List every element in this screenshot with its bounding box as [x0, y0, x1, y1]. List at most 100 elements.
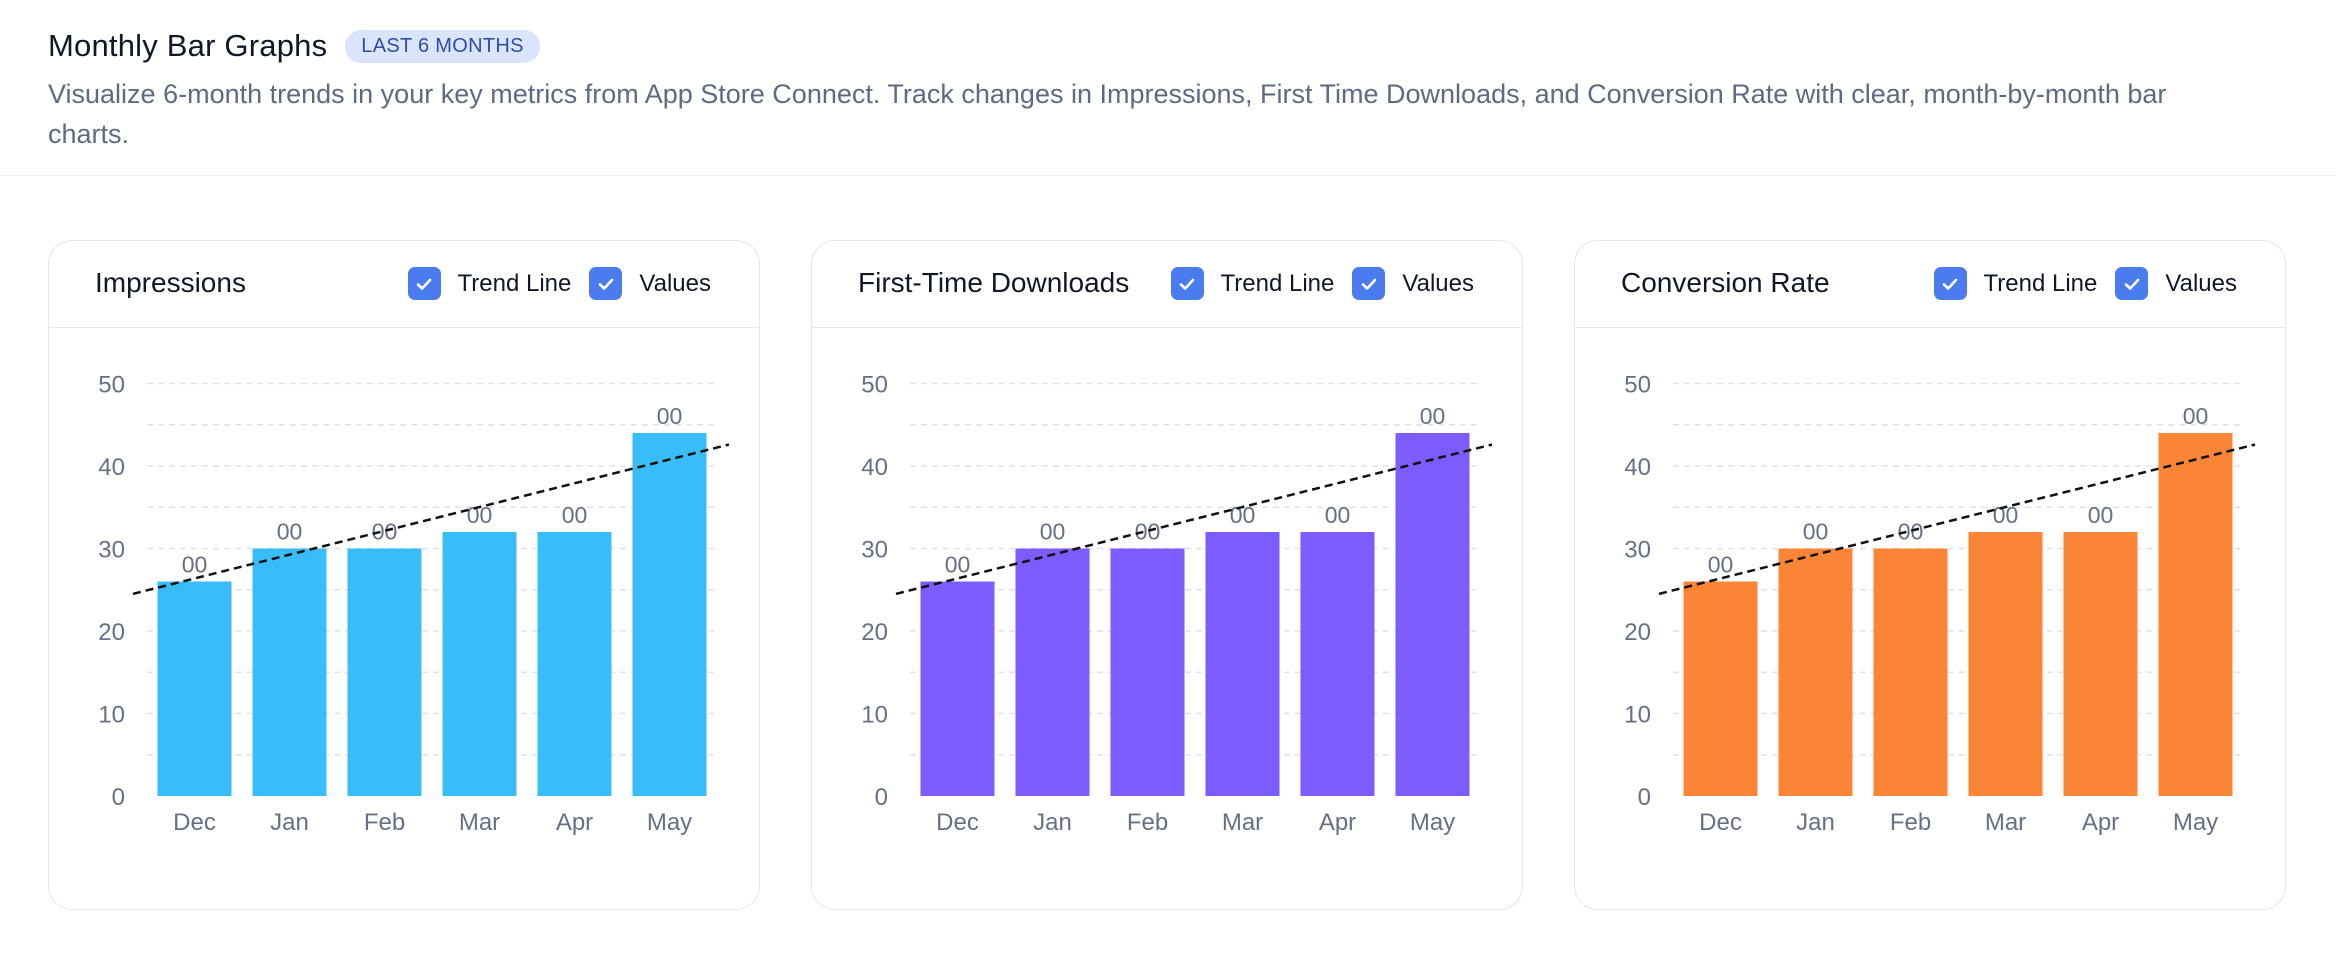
values-checkbox[interactable]: [589, 267, 623, 300]
y-tick-label: 10: [861, 702, 888, 729]
values-label: Values: [639, 269, 711, 297]
page-header: Monthly Bar Graphs LAST 6 MONTHS Visuali…: [0, 0, 2336, 176]
x-tick-label: Feb: [364, 809, 405, 836]
x-tick-label: Apr: [556, 809, 593, 836]
x-tick-label: Dec: [173, 809, 216, 836]
values-toggle[interactable]: Values: [589, 267, 711, 300]
page-title: Monthly Bar Graphs: [48, 28, 328, 63]
value-label: 00: [182, 552, 208, 578]
x-tick-label: May: [647, 809, 692, 836]
value-label: 00: [1803, 519, 1829, 545]
x-tick-label: May: [2173, 809, 2218, 836]
trend-line: [132, 443, 730, 596]
trend-line-label: Trend Line: [1220, 269, 1335, 297]
check-icon: [1942, 278, 1958, 290]
bar-jan: [252, 548, 327, 796]
x-tick-label: Feb: [1890, 809, 1931, 836]
x-tick-label: Apr: [1319, 809, 1356, 836]
y-tick-label: 20: [98, 619, 125, 646]
bar-jan: [1778, 548, 1853, 796]
impressions-card: Impressions Trend Line Values 0 10 20 30 40 5…: [48, 240, 760, 910]
y-tick-label: 50: [1624, 372, 1651, 399]
y-tick-label: 20: [1624, 619, 1651, 646]
y-tick-label: 20: [861, 619, 888, 646]
y-tick-label: 50: [861, 372, 888, 399]
y-tick-label: 30: [98, 537, 125, 564]
bar-dec: [157, 581, 232, 796]
y-tick-label: 0: [875, 784, 888, 811]
card-header: Conversion Rate Trend Line Values: [1575, 241, 2285, 328]
card-toggles: Trend Line Values: [1153, 267, 1474, 300]
y-tick-label: 40: [1624, 454, 1651, 481]
bar-apr: [2063, 532, 2138, 796]
value-label: 00: [2183, 403, 2209, 429]
value-label: 00: [1708, 552, 1734, 578]
y-tick-label: 0: [1638, 784, 1651, 811]
bar-mar: [1968, 532, 2043, 796]
trend-line-toggle[interactable]: Trend Line: [407, 267, 571, 300]
y-tick-label: 40: [98, 454, 125, 481]
bar-mar: [1205, 532, 1280, 796]
x-tick-label: Jan: [1033, 809, 1072, 836]
trend-line: [1658, 443, 2256, 596]
check-icon: [1179, 278, 1195, 290]
value-label: 00: [277, 519, 303, 545]
value-label: 00: [1135, 519, 1161, 545]
trend-line: [895, 443, 1493, 596]
value-label: 00: [2088, 502, 2114, 528]
check-icon: [1361, 278, 1377, 290]
trend-line-checkbox[interactable]: [407, 267, 441, 300]
x-tick-label: Mar: [1222, 809, 1263, 836]
bar-may: [2158, 433, 2233, 796]
value-label: 00: [657, 403, 683, 429]
check-icon: [598, 278, 614, 290]
bar-feb: [1110, 548, 1185, 796]
bar-feb: [347, 548, 422, 796]
trend-line-checkbox[interactable]: [1170, 267, 1204, 300]
value-label: 00: [1898, 519, 1924, 545]
value-label: 00: [945, 552, 971, 578]
bar-apr: [1300, 532, 1375, 796]
value-label: 00: [1040, 519, 1066, 545]
value-label: 00: [372, 519, 398, 545]
y-tick-label: 10: [98, 702, 125, 729]
trend-line-label: Trend Line: [1983, 269, 2098, 297]
trend-line-toggle[interactable]: Trend Line: [1933, 267, 2098, 300]
y-tick-label: 30: [861, 537, 888, 564]
first-time-downloads-chart: 0102030405000Dec00Jan00Feb00Mar00Apr00Ma…: [861, 372, 1493, 836]
bar-may: [632, 433, 707, 796]
impressions-chart: 0102030405000Dec00Jan00Feb00Mar00Apr00Ma…: [98, 372, 730, 836]
x-tick-label: Dec: [936, 809, 979, 836]
x-tick-label: May: [1410, 809, 1455, 836]
card-header: First-Time Downloads Trend Line Values: [812, 241, 1522, 328]
x-tick-label: Mar: [459, 809, 500, 836]
card-title: Impressions: [95, 267, 246, 298]
x-tick-label: Jan: [1796, 809, 1835, 836]
y-tick-label: 0: [112, 784, 125, 811]
trend-line-toggle[interactable]: Trend Line: [1170, 267, 1335, 300]
values-checkbox[interactable]: [1352, 267, 1386, 300]
bar-dec: [1683, 581, 1758, 796]
values-toggle[interactable]: Values: [2115, 267, 2237, 300]
conversion-rate-chart: 0102030405000Dec00Jan00Feb00Mar00Apr00Ma…: [1624, 372, 2256, 836]
card-toggles: Trend Line Values: [1916, 267, 2237, 300]
bar-apr: [537, 532, 612, 796]
bar-may: [1395, 433, 1470, 796]
value-label: 00: [1420, 403, 1446, 429]
y-tick-label: 50: [98, 372, 125, 399]
first-time-downloads-card: First-Time Downloads Trend Line Values 0…: [811, 240, 1523, 910]
trend-line-checkbox[interactable]: [1933, 267, 1967, 300]
values-label: Values: [1402, 269, 1474, 297]
card-title: First-Time Downloads: [858, 267, 1130, 298]
x-tick-label: Jan: [270, 809, 309, 836]
bar-jan: [1015, 548, 1090, 796]
card-toggles: Trend Line Values: [390, 267, 711, 300]
values-checkbox[interactable]: [2115, 267, 2149, 300]
values-toggle[interactable]: Values: [1352, 267, 1474, 300]
value-label: 00: [1325, 502, 1351, 528]
x-tick-label: Mar: [1985, 809, 2026, 836]
y-tick-label: 40: [861, 454, 888, 481]
y-tick-label: 10: [1624, 702, 1651, 729]
check-icon: [416, 278, 432, 290]
x-tick-label: Dec: [1699, 809, 1742, 836]
